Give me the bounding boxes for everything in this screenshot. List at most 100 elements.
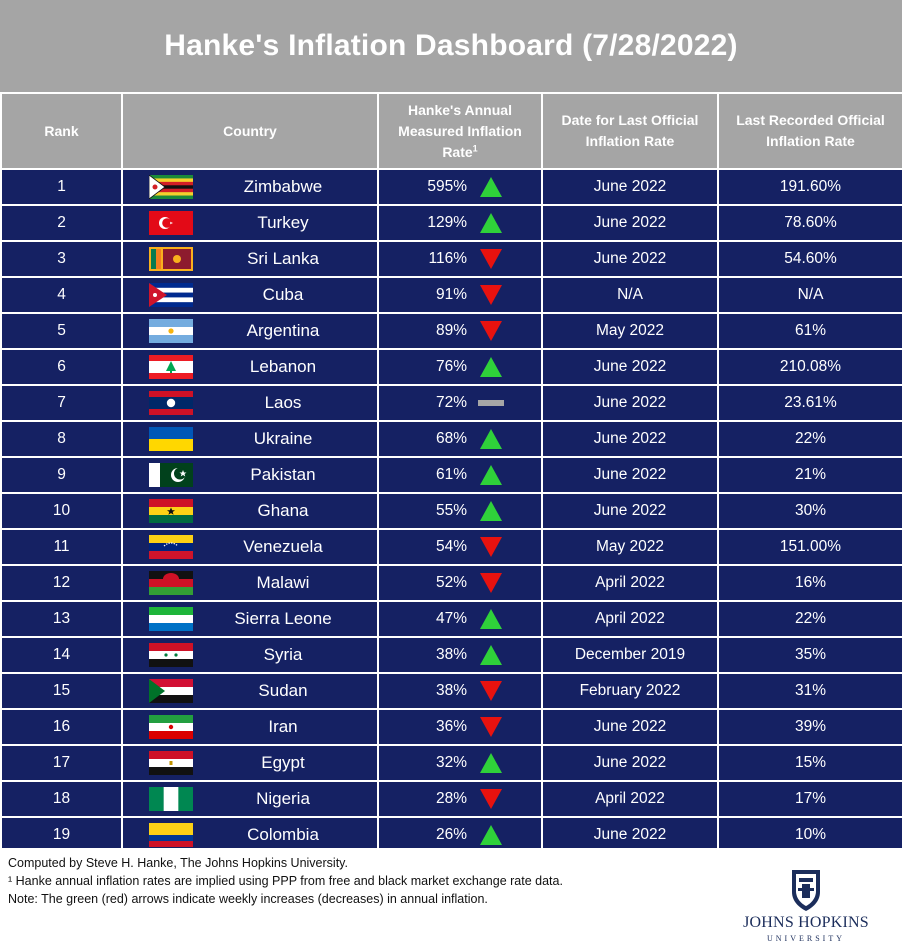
hanke-rate-value: 68% xyxy=(435,430,467,447)
official-rate-value: N/A xyxy=(797,286,824,303)
official-rate-cell: 78.60% xyxy=(717,204,902,242)
header-country: Country xyxy=(121,92,379,170)
official-date-cell: June 2022 xyxy=(541,708,719,746)
country-cell: Ukraine xyxy=(121,420,379,458)
official-rate-value: 10% xyxy=(794,826,827,843)
official-rate-value: 17% xyxy=(794,790,827,807)
sri-lanka-flag-icon xyxy=(149,247,193,271)
hanke-rate-value: 116% xyxy=(428,250,468,267)
hanke-rate-value: 52% xyxy=(435,574,467,591)
official-date-cell: April 2022 xyxy=(541,564,719,602)
hanke-rate-cell: 68% xyxy=(377,420,543,458)
footer-notes: Computed by Steve H. Hanke, The Johns Ho… xyxy=(8,854,648,908)
country-cell: Ghana xyxy=(121,492,379,530)
trend-up-arrow-icon xyxy=(471,176,511,198)
country-name: Argentina xyxy=(246,321,320,340)
table-row: 8 Ukraine 68% June 2022 22% xyxy=(0,420,902,458)
official-rate-cell: 54.60% xyxy=(717,240,902,278)
hanke-rate-value: 36% xyxy=(435,718,467,735)
official-date-cell: April 2022 xyxy=(541,780,719,818)
hanke-rate-value: 76% xyxy=(435,358,467,375)
header-official-rate: Last Recorded Official Inflation Rate xyxy=(717,92,902,170)
cuba-flag-icon xyxy=(149,283,193,307)
hanke-rate-value: 32% xyxy=(435,754,467,771)
country-cell: Zimbabwe xyxy=(121,168,379,206)
official-date-cell: December 2019 xyxy=(541,636,719,674)
rank-value: 4 xyxy=(57,286,66,303)
table-row: 3 Sri Lanka 116% June 2022 54.60% xyxy=(0,240,902,278)
official-rate-value: 21% xyxy=(794,466,827,483)
table-row: 16 Iran 36% June 2022 39% xyxy=(0,708,902,746)
hanke-rate-value: 47% xyxy=(435,610,467,627)
rank-value: 16 xyxy=(52,718,71,735)
official-date-cell: June 2022 xyxy=(541,168,719,206)
hanke-rate-cell: 76% xyxy=(377,348,543,386)
trend-up-arrow-icon xyxy=(471,356,511,378)
header-date-line2: Inflation Rate xyxy=(585,133,675,149)
rank-value: 18 xyxy=(52,790,71,807)
official-date-cell: June 2022 xyxy=(541,384,719,422)
official-rate-cell: 39% xyxy=(717,708,902,746)
official-date-value: May 2022 xyxy=(595,322,665,339)
official-date-value: December 2019 xyxy=(574,646,686,663)
rank-value: 3 xyxy=(57,250,66,267)
rank-cell: 9 xyxy=(0,456,123,494)
official-rate-value: 78.60% xyxy=(784,214,837,231)
rank-cell: 5 xyxy=(0,312,123,350)
trend-down-arrow-icon xyxy=(471,320,511,342)
official-rate-cell: 17% xyxy=(717,780,902,818)
trend-up-arrow-icon xyxy=(471,500,511,522)
country-cell: Argentina xyxy=(121,312,379,350)
rank-value: 13 xyxy=(52,610,71,627)
turkey-flag-icon xyxy=(149,211,193,235)
colombia-flag-icon xyxy=(149,823,193,847)
country-cell: Sudan xyxy=(121,672,379,710)
official-rate-value: 31% xyxy=(794,682,827,699)
header-country-label: Country xyxy=(223,122,277,139)
hanke-rate-cell: 38% xyxy=(377,672,543,710)
country-name: Cuba xyxy=(262,285,304,304)
country-name: Ghana xyxy=(257,501,309,520)
trend-up-arrow-icon xyxy=(471,752,511,774)
sudan-flag-icon xyxy=(149,679,193,703)
trend-up-arrow-icon xyxy=(471,608,511,630)
hanke-rate-value: 91% xyxy=(435,286,467,303)
country-cell: Syria xyxy=(121,636,379,674)
page-title: Hanke's Inflation Dashboard (7/28/2022) xyxy=(0,0,902,92)
ukraine-flag-icon xyxy=(149,427,193,451)
official-date-cell: June 2022 xyxy=(541,492,719,530)
table-row: 4 Cuba 91% N/A N/A xyxy=(0,276,902,314)
hanke-rate-value: 72% xyxy=(435,394,467,411)
table-row: 6 Lebanon 76% June 2022 210.08% xyxy=(0,348,902,386)
table-row: 14 Syria 38% December 2019 35% xyxy=(0,636,902,674)
rank-cell: 19 xyxy=(0,816,123,854)
table-row: 5 Argentina 89% May 2022 61% xyxy=(0,312,902,350)
table-row: 18 Nigeria 28% April 2022 17% xyxy=(0,780,902,818)
hanke-rate-cell: 28% xyxy=(377,780,543,818)
rank-cell: 6 xyxy=(0,348,123,386)
trend-down-arrow-icon xyxy=(471,284,511,306)
hanke-rate-value: 595% xyxy=(427,178,467,195)
egypt-flag-icon xyxy=(149,751,193,775)
header-hanke-line1: Hanke's Annual xyxy=(408,101,512,118)
table-row: 13 Sierra Leone 47% April 2022 22% xyxy=(0,600,902,638)
inflation-table: Rank Country Hanke's Annual Measured Inf… xyxy=(0,92,902,854)
country-name: Sri Lanka xyxy=(247,249,319,268)
hanke-rate-value: 28% xyxy=(435,790,467,807)
ghana-flag-icon xyxy=(149,499,193,523)
official-date-value: June 2022 xyxy=(593,502,667,519)
hanke-rate-cell: 54% xyxy=(377,528,543,566)
trend-up-arrow-icon xyxy=(471,824,511,846)
official-rate-value: 191.60% xyxy=(779,178,842,195)
rank-cell: 11 xyxy=(0,528,123,566)
rank-cell: 3 xyxy=(0,240,123,278)
official-date-cell: June 2022 xyxy=(541,240,719,278)
rank-cell: 2 xyxy=(0,204,123,242)
official-rate-value: 22% xyxy=(794,610,827,627)
country-name: Lebanon xyxy=(249,357,317,376)
header-hanke-line2: Measured Inflation xyxy=(398,122,522,139)
rank-value: 9 xyxy=(57,466,66,483)
header-date-line1: Date for Last Official xyxy=(561,112,699,128)
official-date-value: June 2022 xyxy=(593,826,667,843)
official-date-value: June 2022 xyxy=(593,394,667,411)
